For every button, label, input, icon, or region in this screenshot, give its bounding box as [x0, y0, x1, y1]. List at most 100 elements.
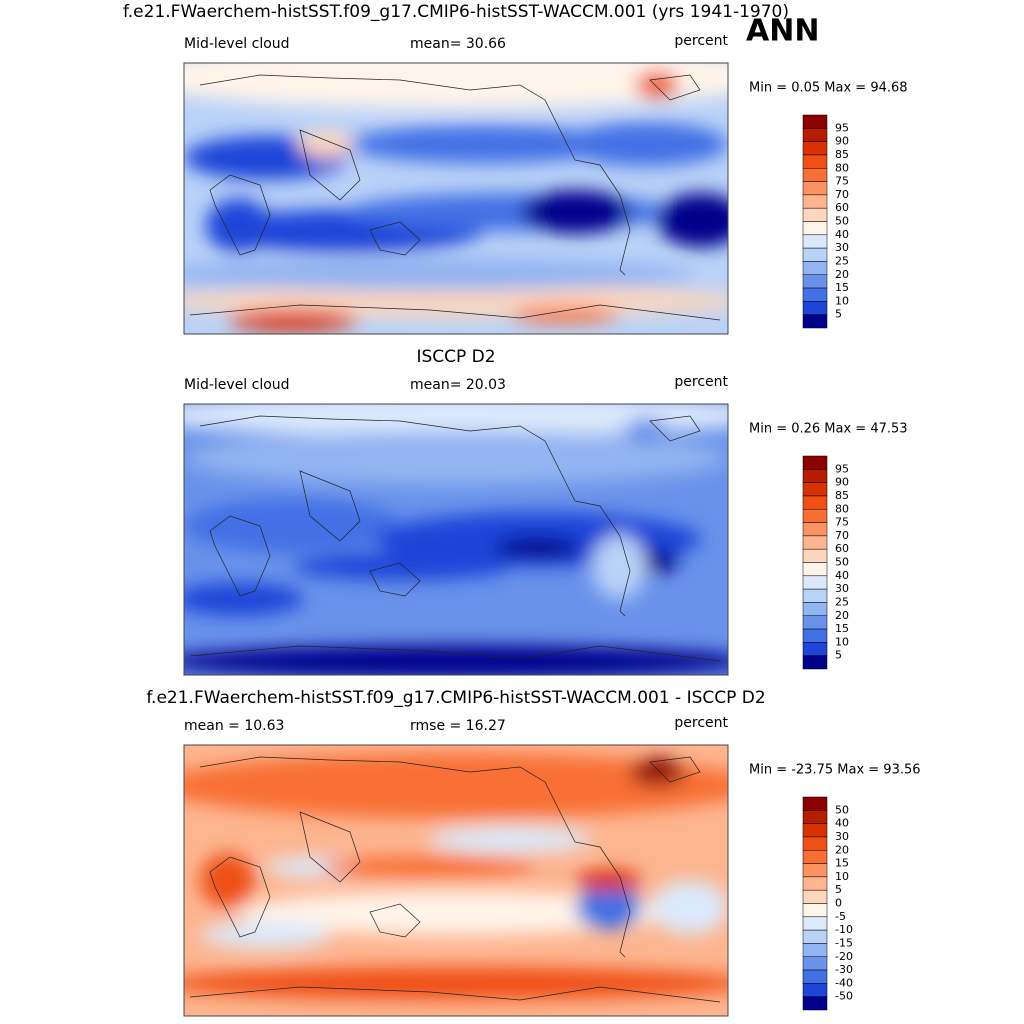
colorbar-label: 10 — [835, 294, 849, 307]
colorbar-label: 70 — [835, 188, 849, 201]
colorbar-box — [802, 548, 828, 563]
field — [184, 63, 728, 332]
colorbar-box — [802, 889, 828, 904]
colorbar-label: 70 — [835, 529, 849, 542]
colorbar-box — [802, 154, 828, 169]
colorbar-label: 85 — [835, 489, 849, 502]
colorbar-label: 10 — [835, 870, 849, 883]
colorbar-label: 95 — [835, 462, 849, 475]
coastline — [189, 645, 721, 662]
field-blob — [624, 417, 669, 445]
colorbar-box — [802, 287, 828, 302]
colorbar-label: 20 — [835, 843, 849, 856]
colorbar-box — [802, 796, 828, 811]
map-frame — [183, 403, 729, 676]
colorbar-label: 15 — [835, 281, 849, 294]
colorbar-box — [802, 495, 828, 510]
center-label: rmse = 16.27 — [410, 718, 506, 734]
coastline — [199, 415, 631, 617]
coastline — [369, 562, 421, 597]
coastline — [649, 74, 701, 101]
units-label: percent — [674, 33, 728, 49]
map — [184, 404, 728, 675]
panel-title: f.e21.FWaerchem-histSST.f09_g17.CMIP6-hi… — [123, 2, 789, 22]
colorbar-box — [802, 234, 828, 249]
colorbar-box — [802, 535, 828, 550]
field-blob — [200, 853, 255, 908]
field-blob — [657, 193, 728, 248]
field-blob — [227, 309, 359, 332]
colorbar-label: 60 — [835, 542, 849, 555]
map-frame — [183, 62, 729, 335]
center-label: mean= 20.03 — [410, 377, 506, 393]
colorbar-box — [802, 194, 828, 209]
colorbar-box — [802, 602, 828, 616]
colorbar-box — [802, 261, 828, 275]
colorbar-label: 50 — [835, 215, 849, 228]
center-label: mean= 30.66 — [410, 36, 506, 52]
colorbar-label: 90 — [835, 476, 849, 489]
colorbar-label: -40 — [835, 976, 853, 989]
colorbar-label: -50 — [835, 990, 853, 1003]
colorbar-box — [802, 642, 828, 656]
panel-title: f.e21.FWaerchem-histSST.f09_g17.CMIP6-hi… — [146, 688, 765, 708]
colorbar-label: 5 — [835, 883, 842, 896]
colorbar-box — [802, 469, 828, 483]
colorbar-box — [802, 983, 828, 997]
colorbar-label: 30 — [835, 582, 849, 595]
colorbar-box — [802, 655, 828, 670]
field-blob — [564, 122, 728, 166]
colorbar-box — [802, 836, 828, 851]
coastline — [299, 470, 361, 542]
field-blob — [320, 856, 538, 878]
coastline — [299, 811, 361, 883]
colorbar-label: 40 — [835, 817, 849, 830]
colorbar-box — [802, 114, 828, 129]
colorbar-box — [802, 274, 828, 289]
left-label: Mid-level cloud — [184, 377, 290, 393]
coastline — [189, 986, 721, 1003]
season-label: ANN — [746, 14, 819, 49]
colorbar-box — [802, 455, 828, 470]
colorbar-label: 80 — [835, 502, 849, 515]
field-blob — [184, 404, 728, 437]
field — [184, 753, 728, 1000]
coastline — [209, 515, 271, 597]
field-blob — [651, 880, 728, 935]
coastline — [189, 304, 721, 321]
colorbar-box — [802, 876, 828, 891]
coastline — [369, 903, 421, 938]
colorbar-box — [802, 221, 828, 236]
coastline — [209, 174, 271, 256]
field-blob — [630, 758, 685, 786]
colorbar-box — [802, 615, 828, 630]
colorbar-box — [802, 956, 828, 971]
coastline — [649, 415, 701, 442]
colorbar-box — [802, 916, 828, 931]
colorbar-label: 5 — [835, 308, 842, 321]
colorbar-label: 95 — [835, 121, 849, 134]
min-max-label: Min = 0.26 Max = 47.53 — [749, 422, 908, 437]
colorbar-box — [802, 141, 828, 156]
colorbar-label: 85 — [835, 148, 849, 161]
colorbar-box — [802, 575, 828, 590]
colorbar-label: 50 — [835, 803, 849, 816]
colorbar-box — [802, 207, 828, 222]
colorbar-label: 60 — [835, 201, 849, 214]
colorbar-label: -10 — [835, 923, 853, 936]
field-blob — [347, 125, 620, 164]
field-blob — [575, 869, 641, 892]
field-blob — [575, 885, 641, 930]
field-blob — [238, 891, 674, 935]
colorbar-label: 30 — [835, 830, 849, 843]
units-label: percent — [674, 715, 728, 731]
left-label: mean = 10.63 — [184, 718, 284, 734]
colorbar-label: 90 — [835, 135, 849, 148]
colorbar-label: 50 — [835, 556, 849, 569]
map — [184, 63, 728, 334]
field-blob — [200, 921, 331, 949]
field-blob — [184, 645, 728, 675]
map-frame — [183, 744, 729, 1017]
coastline — [369, 221, 421, 256]
